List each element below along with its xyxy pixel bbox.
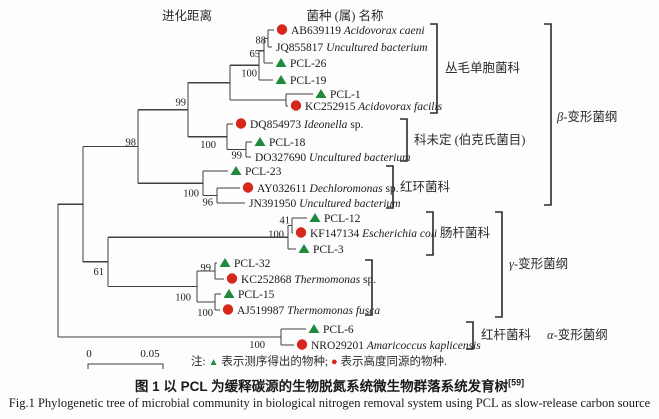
homologous-species-marker: [242, 182, 254, 193]
clade-label: 肠杆菌科: [440, 226, 491, 240]
sequenced-species-marker: [315, 89, 327, 98]
leaf-label: PCL-23: [245, 166, 282, 178]
clade-label: 科未定 (伯克氏菌目): [414, 132, 525, 147]
bootstrap-value: 100: [197, 308, 213, 319]
homologous-species-marker: [290, 100, 302, 111]
clade-bracket: [466, 321, 474, 350]
bootstrap-value: 61: [94, 267, 105, 278]
note-prefix: 注:: [191, 356, 209, 368]
bootstrap-value: 100: [249, 340, 265, 351]
figure-caption-cn: 图 1 以 PCL 为缓释碳源的生物脱氮系统微生物群落系统发育树[59]: [0, 375, 659, 395]
bootstrap-value: 100: [200, 140, 216, 151]
homologous-species-marker: [295, 227, 307, 238]
bootstrap-value: 98: [126, 137, 137, 148]
bootstrap-value: 88: [256, 36, 267, 47]
sequenced-species-marker: [223, 289, 235, 298]
homologous-species-marker: [235, 118, 247, 129]
leaf-label: PCL-19: [290, 75, 327, 87]
leaf-label: AB639119 Acidovorax caeni: [291, 25, 425, 37]
clade-bracket: [386, 165, 394, 209]
clade-label: β-变形菌纲: [556, 109, 617, 124]
leaf-label: PCL-26: [290, 58, 327, 70]
leaf-label: NRO29201 Amaricoccus kaplicensis: [311, 340, 481, 352]
note-legend: 注: ▲ 表示测序得出的物种; ● 表示高度同源的物种.: [191, 353, 447, 369]
bootstrap-value: 65: [250, 49, 261, 60]
leaf-label: DO327690 Uncultured bacterium: [255, 152, 410, 164]
leaf-label: PCL-12: [324, 213, 361, 225]
clade-bracket: [430, 23, 438, 114]
note-circle-text: 表示高度同源的物种.: [337, 356, 447, 368]
note-circle-icon: ●: [330, 356, 338, 368]
clade-label: α-变形菌纲: [547, 327, 608, 342]
clade-label: γ-变形菌纲: [509, 256, 568, 271]
leaf-label: KC252915 Acidovorax facilis: [305, 101, 443, 113]
caption-cn-text: 图 1 以 PCL 为缓释碳源的生物脱氮系统微生物群落系统发育树: [134, 379, 509, 394]
clade-label: 红杆菌科: [481, 327, 532, 342]
sequenced-species-marker: [275, 58, 287, 67]
bootstrap-value: 100: [175, 293, 191, 304]
note-triangle-icon: ▲: [208, 357, 219, 368]
leaf-label: KF147134 Escherichia coli: [310, 228, 437, 240]
sequenced-species-marker: [230, 166, 242, 175]
bootstrap-value: 99: [232, 151, 243, 162]
bootstrap-value: 96: [203, 198, 214, 209]
caption-ref-superscript: [59]: [508, 377, 525, 388]
leaf-label: JQ855817 Uncultured bacterium: [276, 42, 428, 54]
bootstrap-value: 41: [280, 216, 291, 227]
note-triangle-text: 表示测序得出的物种;: [218, 356, 331, 368]
leaf-label: PCL-15: [238, 289, 275, 301]
scale-label-zero: 0: [86, 348, 92, 360]
homologous-species-marker: [296, 339, 308, 350]
bootstrap-value: 99: [176, 98, 187, 109]
homologous-species-marker: [226, 273, 238, 284]
homologous-species-marker: [276, 24, 288, 35]
clade-bracket: [544, 23, 552, 206]
bootstrap-value: 99: [201, 263, 212, 274]
leaf-label: AY032611 Dechloromonas sp.: [257, 183, 399, 195]
clade-bracket: [365, 259, 373, 316]
header-species-name: 菌种 (属) 名称: [306, 9, 384, 23]
clade-label: 红环菌科: [400, 179, 451, 194]
sequenced-species-marker: [254, 137, 266, 146]
leaf-label: AJ519987 Thermomonas fusca: [237, 305, 380, 317]
clade-label: 丛毛单胞菌科: [445, 61, 521, 75]
sequenced-species-marker: [275, 75, 287, 84]
clade-bracket: [400, 118, 408, 162]
sequenced-species-marker: [298, 244, 310, 253]
leaf-label: DQ854973 Ideonella sp.: [250, 119, 364, 131]
scale-label-max: 0.05: [140, 348, 160, 360]
sequenced-species-marker: [219, 258, 231, 267]
header-evolutionary-distance: 进化距离: [161, 9, 212, 23]
leaf-label: KC252868 Thermomonas sp.: [241, 274, 376, 286]
leaf-label: PCL-18: [269, 137, 306, 149]
leaf-label: PCL-32: [234, 258, 271, 270]
bootstrap-value: 100: [183, 188, 199, 199]
figure-caption-en: Fig.1 Phylogenetic tree of microbial com…: [8, 396, 651, 410]
bootstrap-value: 100: [268, 229, 284, 240]
sequenced-species-marker: [309, 213, 321, 222]
bootstrap-value: 100: [241, 68, 257, 79]
leaf-label: JN391950 Uncultured bacterium: [249, 198, 401, 210]
leaf-label: PCL-6: [323, 324, 354, 336]
homologous-species-marker: [222, 304, 234, 315]
leaf-label: PCL-1: [330, 89, 361, 101]
sequenced-species-marker: [308, 324, 320, 333]
scale-bar: [87, 363, 164, 369]
leaf-label: PCL-3: [313, 244, 344, 256]
clade-bracket: [495, 211, 503, 318]
clade-bracket: [426, 211, 434, 256]
